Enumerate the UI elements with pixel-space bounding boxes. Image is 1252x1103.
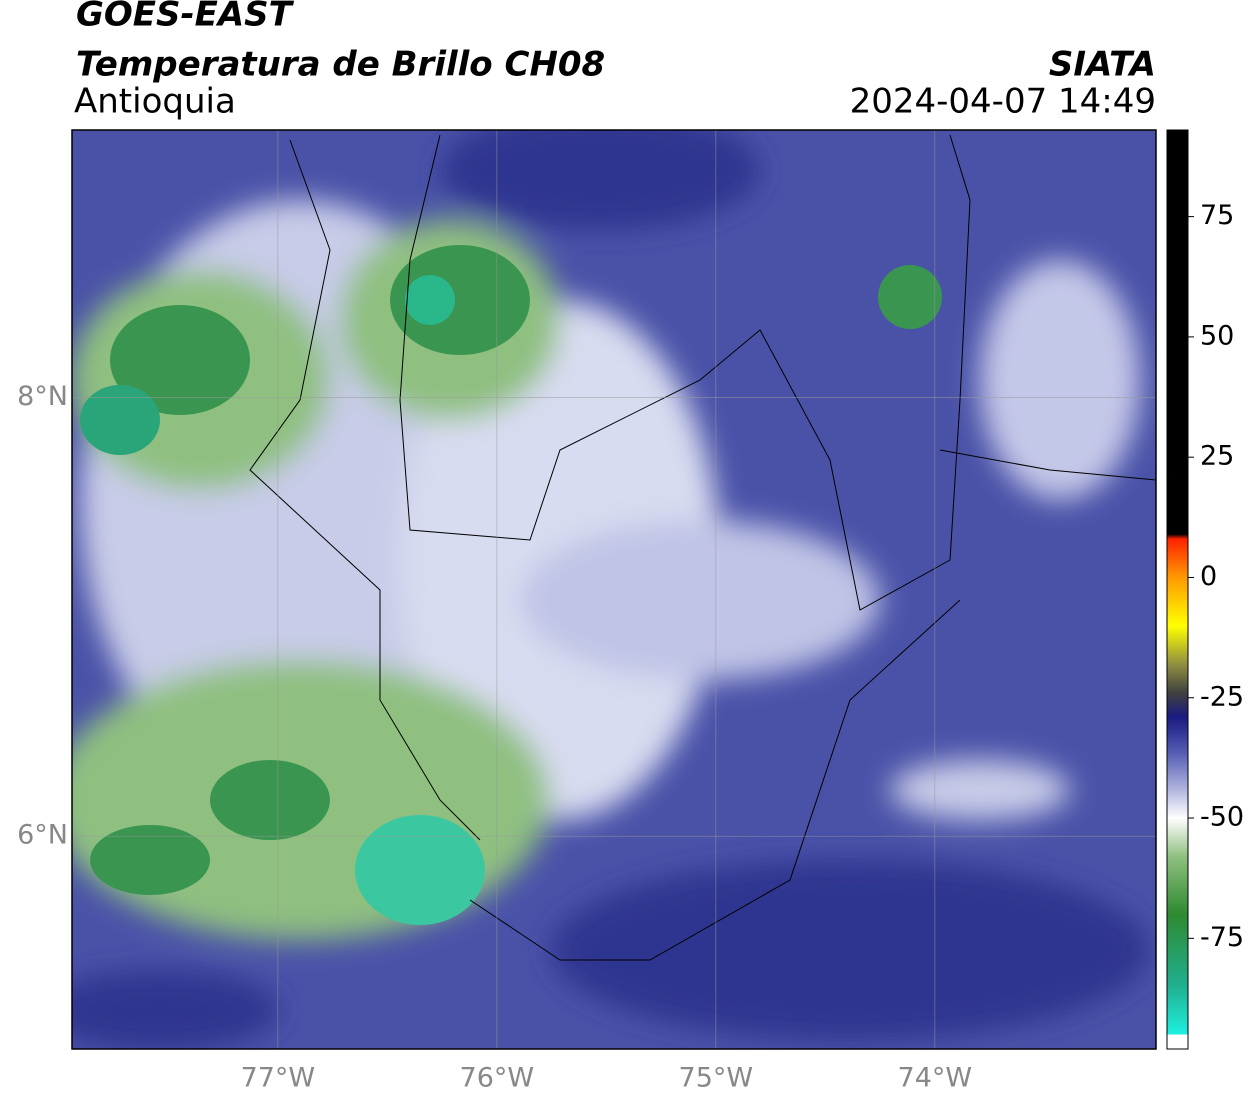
subtitle: Temperatura de Brillo CH08	[76, 45, 605, 85]
colorbar-tick-label: 50	[1200, 320, 1234, 351]
colorbar	[1166, 129, 1189, 1050]
title: GOES-EAST	[76, 0, 295, 35]
x-tick-label: 74°W	[898, 1063, 973, 1094]
satellite-image	[72, 130, 1156, 1049]
colorbar-tick-label: -75	[1200, 922, 1244, 953]
y-tick-label: 8°N	[17, 381, 68, 412]
y-tick-label: 6°N	[17, 820, 68, 851]
colorbar-tick-label: 25	[1200, 441, 1234, 472]
colorbar-tick-label: -25	[1200, 681, 1244, 712]
x-tick-label: 77°W	[241, 1063, 316, 1094]
x-tick-label: 76°W	[460, 1063, 535, 1094]
colorbar-tick-label: 75	[1200, 200, 1234, 231]
region: Antioquia	[74, 82, 236, 122]
source: SIATA	[1049, 45, 1156, 85]
datetime: 2024-04-07 14:49	[850, 82, 1156, 122]
map-frame	[71, 129, 1157, 1050]
x-tick-label: 75°W	[679, 1063, 754, 1094]
colorbar-tick-label: -50	[1200, 802, 1244, 833]
colorbar-tick-label: 0	[1200, 561, 1217, 592]
